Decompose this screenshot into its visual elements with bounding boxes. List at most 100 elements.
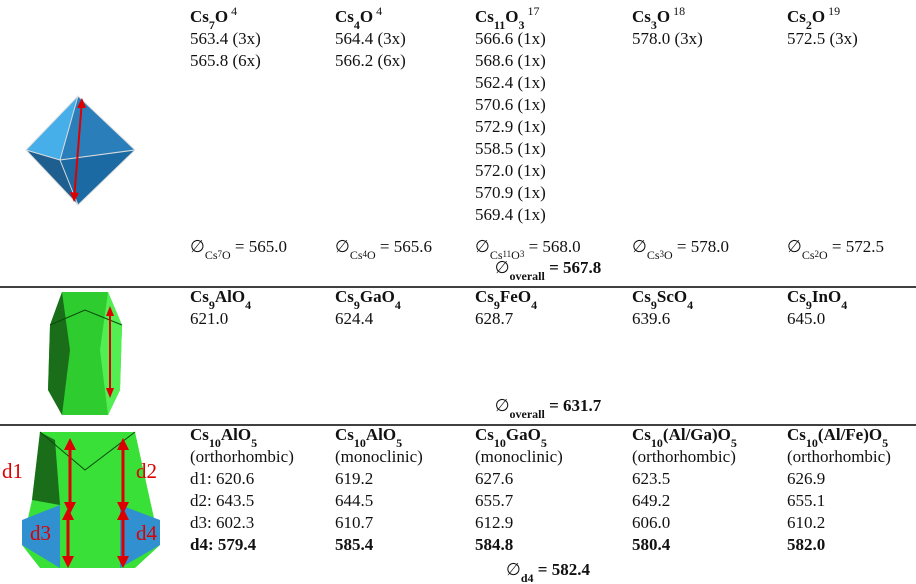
value-line: 572.0 (1x) [475,161,546,180]
formula-part: Cs [190,287,209,306]
value-line: d4: 579.4 [190,535,257,554]
avg-value: = 582.4 [534,560,591,579]
avg-value: = 565.0 [231,237,287,256]
formula-part: O [215,7,228,26]
value-line: 580.4 [632,535,671,554]
formula-part: ScO [657,287,687,306]
avg-value: = 572.5 [828,237,884,256]
distance-label: d1 [2,459,23,483]
reference: 18 [673,4,685,18]
distance-label: d3 [30,521,51,545]
value-line: 644.5 [335,491,373,510]
formula-part: AlO [366,425,396,444]
formula-part: O [360,7,373,26]
value-line: 655.7 [475,491,514,510]
value-line: 584.8 [475,535,513,554]
compound-name: Cs11O317 [475,4,539,32]
value-line: 649.2 [632,491,670,510]
formula-part: 4 [687,298,693,312]
formula-part: Cs [475,7,494,26]
value-line: 565.8 (6x) [190,51,261,70]
value-line: 585.4 [335,535,374,554]
formula-part: InO [812,287,841,306]
formula-part: AlO [215,287,245,306]
avg-symbol: ∅ [506,560,521,579]
avg-subscript: d4 [521,571,534,584]
value-line: 572.5 (3x) [787,29,858,48]
avg-subscript: overall [510,407,546,421]
value-line: 623.5 [632,469,670,488]
formula-part: GaO [360,287,395,306]
avg-symbol: ∅ [335,237,350,256]
reference: 19 [828,4,840,18]
avg-subscript: overall [510,269,546,283]
formula-part: Cs [335,7,354,26]
avg-value: = 565.6 [376,237,432,256]
value-line: 582.0 [787,535,825,554]
formula-part: Cs [787,425,806,444]
avg-symbol: ∅ [632,237,647,256]
formula-part: Cs [190,425,209,444]
formula-part: Cs [632,425,651,444]
average: ∅Cs3O = 578.0 [632,237,729,262]
formula-part: 4 [395,298,401,312]
formula-part: Cs [787,287,806,306]
value-line: (orthorhombic) [190,447,294,466]
value-line: d3: 602.3 [190,513,254,532]
value-line: 606.0 [632,513,670,532]
value-line: 572.9 (1x) [475,117,546,136]
formula-part: AlO [221,425,251,444]
avg-subscript: O [819,248,828,262]
value-line: 578.0 (3x) [632,29,703,48]
value-line: 568.6 (1x) [475,51,546,70]
avg-subscript: Cs [205,248,218,262]
table-page: Cs7O4563.4 (3x)565.8 (6x)∅Cs7O = 565.0Cs… [0,0,916,584]
value-line: (monoclinic) [335,447,423,466]
value-line: 619.2 [335,469,373,488]
value-line: 563.4 (3x) [190,29,261,48]
avg-symbol: ∅ [495,396,510,415]
avg-subscript: O [664,248,673,262]
formula-part: O [505,7,518,26]
value-line: 621.0 [190,309,228,328]
overall-average: ∅overall = 631.7 [495,396,602,421]
formula-part: Cs [475,425,494,444]
value-line: 558.5 (1x) [475,139,546,158]
reference: 17 [527,4,539,18]
value-line: 566.6 (1x) [475,29,546,48]
formula-part: Cs [335,287,354,306]
avg-value: = 631.7 [545,396,602,415]
formula-part: 4 [531,298,537,312]
value-line: (orthorhombic) [632,447,736,466]
value-line: (monoclinic) [475,447,563,466]
value-line: d1: 620.6 [190,469,254,488]
formula-part: Cs [475,287,494,306]
value-line: d2: 643.5 [190,491,254,510]
avg-subscript: Cs [802,248,815,262]
formula-part: GaO [506,425,541,444]
polyhedron-2 [48,292,122,415]
formula-part: (Al/Fe)O [818,425,882,444]
formula-part: Cs [190,7,209,26]
avg-subscript: O [222,248,231,262]
avg-symbol: ∅ [787,237,802,256]
value-line: 639.6 [632,309,670,328]
overall-average: ∅d4 = 582.4 [506,560,590,584]
avg-subscript: Cs [350,248,363,262]
value-line: 655.1 [787,491,825,510]
formula-part: Cs [335,425,354,444]
value-line: 610.7 [335,513,374,532]
polyhedron-3 [22,432,160,568]
avg-symbol: ∅ [475,237,490,256]
avg-symbol: ∅ [190,237,205,256]
average: ∅Cs4O = 565.6 [335,237,432,262]
avg-value: = 568.0 [524,237,580,256]
formula-part: O [657,7,670,26]
avg-value: = 578.0 [673,237,729,256]
compound-name: Cs3O18 [632,4,685,32]
value-line: 570.6 (1x) [475,95,546,114]
value-line: 645.0 [787,309,825,328]
